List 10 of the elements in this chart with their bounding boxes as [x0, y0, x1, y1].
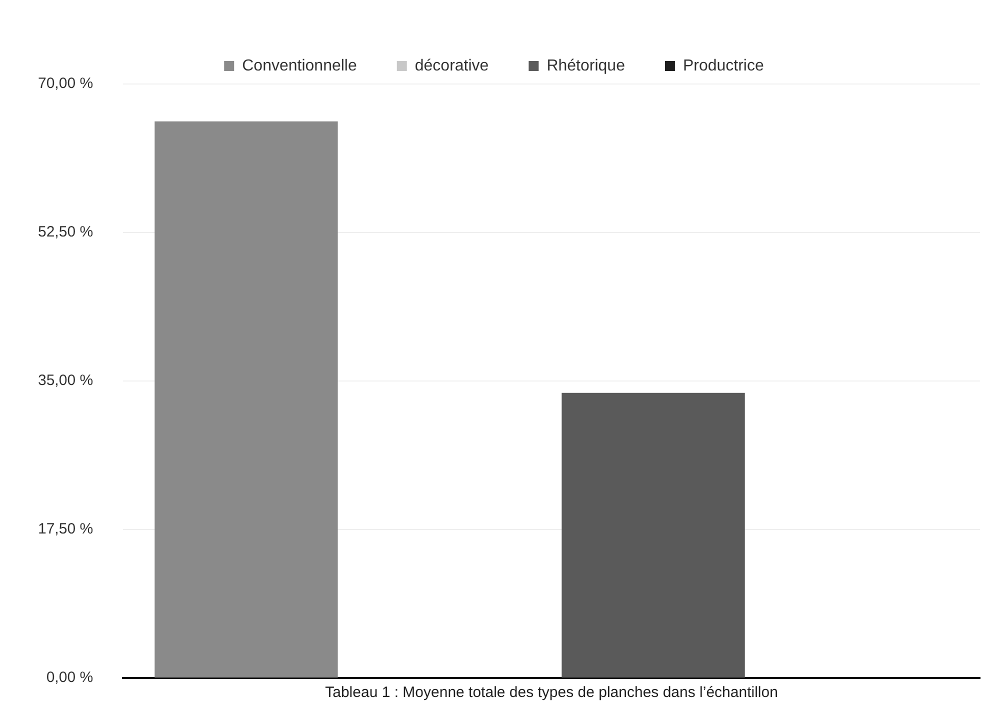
y-tick-label: 70,00 % [38, 75, 94, 92]
legend-label: Productrice [682, 57, 764, 74]
legend-label: décorative [414, 57, 489, 74]
y-tick-label: 0,00 % [46, 669, 94, 686]
y-tick-label: 17,50 % [38, 520, 94, 538]
y-tick-label: 52,50 % [38, 224, 94, 241]
y-tick-label: 35,00 % [38, 372, 94, 390]
legend-label: Rhétorique [546, 57, 626, 74]
legend-label: Conventionnelle [242, 57, 357, 74]
x-axis-title: Tableau 1 : Moyenne totale des types de planches dans l’échantillon [325, 684, 778, 702]
